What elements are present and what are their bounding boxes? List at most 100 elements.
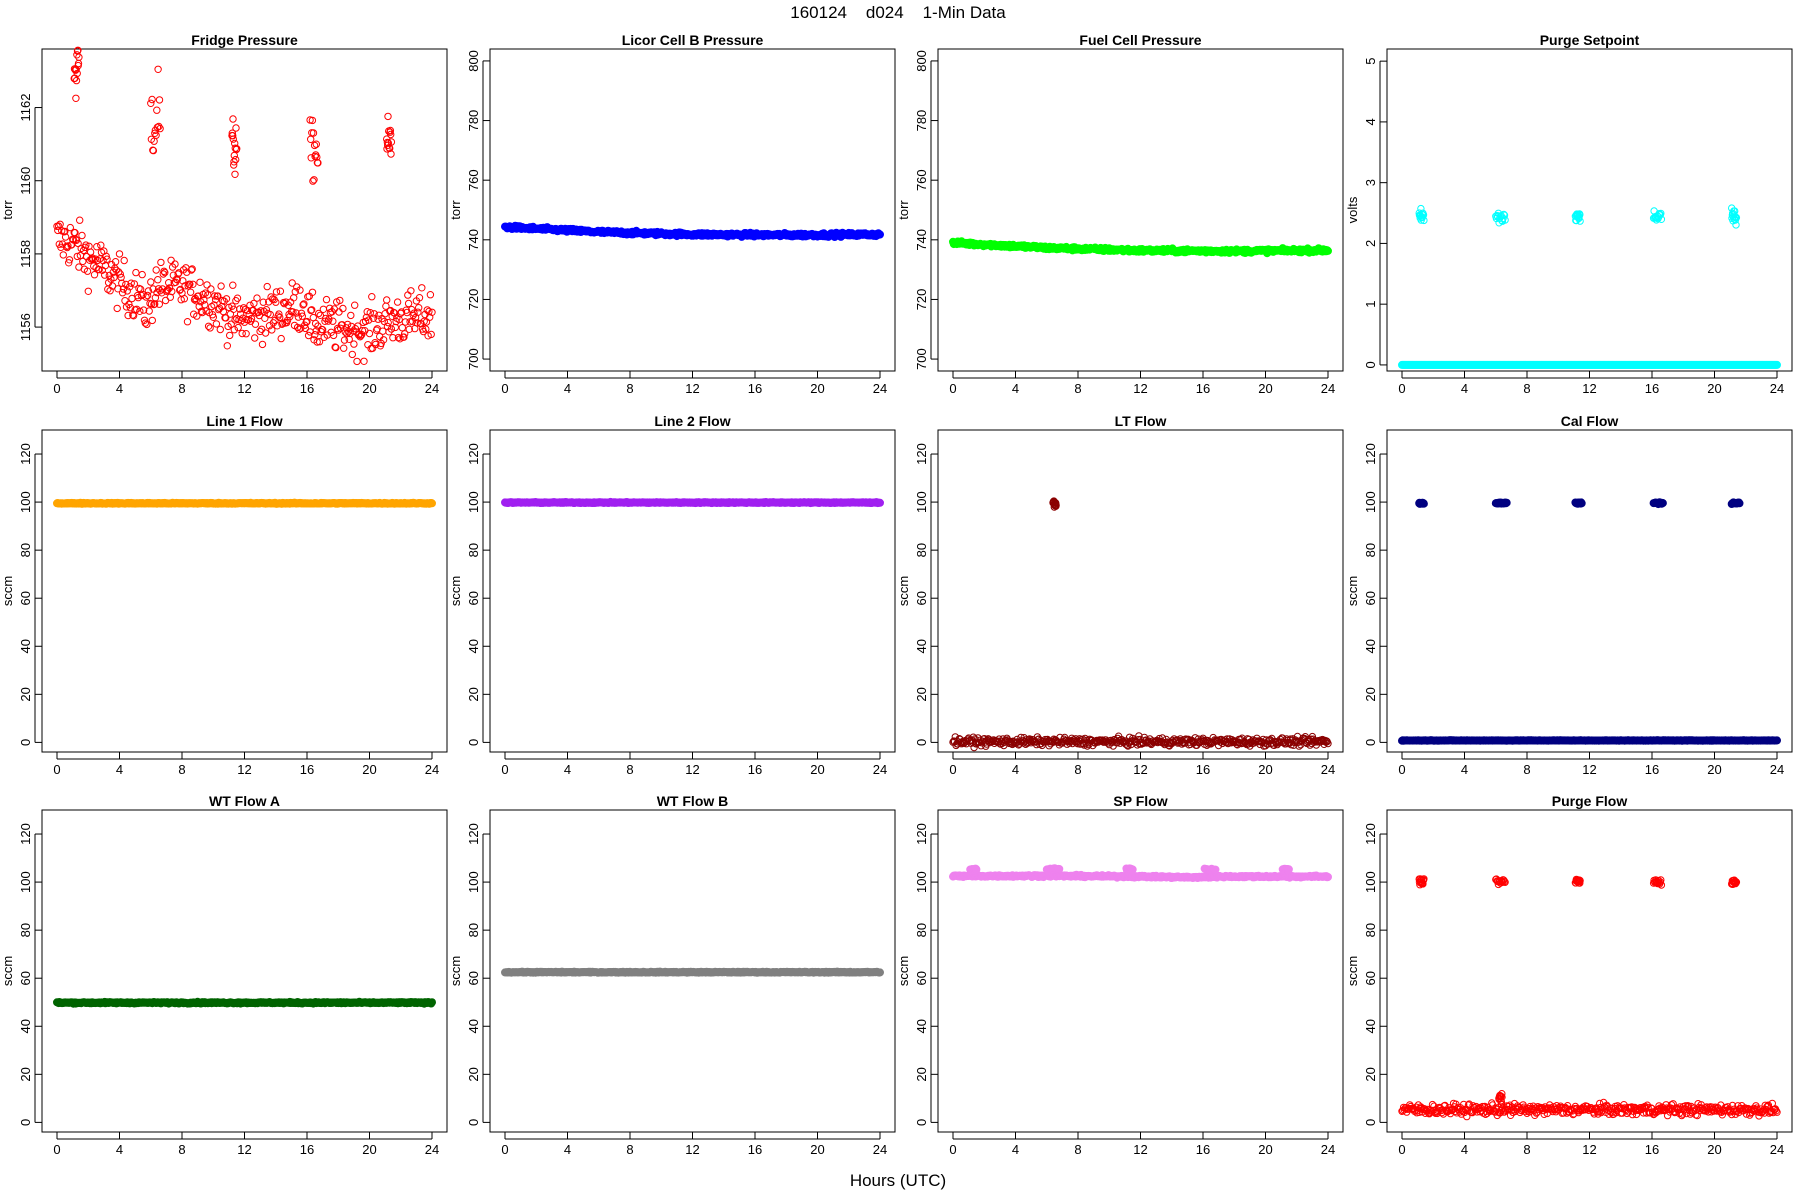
data-point bbox=[155, 96, 164, 104]
data-point bbox=[233, 294, 242, 302]
data-point bbox=[59, 251, 67, 259]
plot-frame bbox=[1386, 429, 1793, 753]
x-tick-label: 0 bbox=[501, 1142, 508, 1157]
data-point bbox=[876, 230, 885, 239]
data-point bbox=[119, 285, 128, 293]
data-point bbox=[230, 151, 239, 160]
x-tick-label: 4 bbox=[564, 1142, 571, 1157]
data-point bbox=[61, 227, 69, 236]
data-point bbox=[365, 329, 374, 338]
data-point bbox=[145, 307, 153, 315]
y-axis-label: sccm bbox=[1345, 576, 1360, 606]
x-tick-label: 4 bbox=[1461, 762, 1468, 777]
x-tick-label: 24 bbox=[425, 1142, 439, 1157]
data-point bbox=[174, 270, 182, 278]
data-point bbox=[289, 308, 297, 316]
data-point bbox=[414, 308, 422, 316]
x-tick-label: 12 bbox=[1582, 381, 1596, 396]
data-points bbox=[1398, 498, 1782, 745]
y-tick-label: 100 bbox=[18, 491, 33, 513]
data-point bbox=[148, 316, 157, 325]
data-point bbox=[387, 150, 395, 158]
data-point bbox=[383, 296, 391, 304]
data-point bbox=[181, 282, 189, 290]
x-tick-label: 24 bbox=[873, 381, 887, 396]
x-tick-label: 20 bbox=[810, 762, 824, 777]
data-point bbox=[329, 331, 338, 340]
data-point bbox=[209, 313, 218, 321]
data-point bbox=[341, 328, 349, 336]
data-point bbox=[84, 287, 93, 295]
y-tick-label: 1 bbox=[1363, 301, 1378, 308]
data-points bbox=[500, 221, 885, 241]
data-point bbox=[256, 327, 264, 336]
data-point bbox=[339, 304, 347, 313]
data-point bbox=[876, 498, 885, 507]
data-point bbox=[397, 308, 406, 316]
data-point bbox=[116, 270, 125, 278]
data-point bbox=[168, 287, 176, 296]
y-tick-label: 60 bbox=[466, 591, 481, 605]
data-point bbox=[180, 295, 189, 303]
plot-frame bbox=[937, 48, 1344, 372]
data-point bbox=[272, 288, 281, 296]
data-point bbox=[68, 235, 77, 244]
data-point bbox=[336, 296, 344, 305]
y-tick-label: 1160 bbox=[18, 167, 33, 195]
x-tick-label: 12 bbox=[1133, 762, 1147, 777]
data-point bbox=[404, 299, 413, 308]
data-point bbox=[309, 129, 318, 137]
data-point bbox=[113, 304, 121, 313]
data-point bbox=[316, 311, 324, 319]
data-point bbox=[427, 330, 435, 339]
data-point bbox=[111, 258, 120, 266]
data-point bbox=[130, 280, 139, 288]
plot-frame bbox=[41, 809, 448, 1133]
y-tick-label: 120 bbox=[1363, 443, 1378, 465]
x-tick-label: 0 bbox=[949, 762, 956, 777]
y-tick-label: 20 bbox=[18, 687, 33, 701]
data-point bbox=[296, 286, 304, 294]
data-point bbox=[348, 350, 356, 359]
y-tick-label: 740 bbox=[914, 229, 929, 251]
x-tick-label: 12 bbox=[237, 381, 251, 396]
y-tick-label: 0 bbox=[1363, 739, 1378, 746]
data-point bbox=[151, 294, 160, 302]
data-point bbox=[229, 281, 237, 289]
data-point bbox=[303, 317, 311, 326]
data-point bbox=[268, 326, 276, 334]
x-tick-label: 0 bbox=[53, 381, 60, 396]
y-tick-label: 760 bbox=[466, 169, 481, 191]
y-tick-label: 120 bbox=[466, 443, 481, 465]
data-point bbox=[428, 308, 436, 316]
data-point bbox=[257, 307, 265, 315]
data-point bbox=[315, 309, 323, 318]
data-point bbox=[226, 331, 234, 340]
y-tick-label: 40 bbox=[914, 639, 929, 653]
x-tick-label: 0 bbox=[501, 762, 508, 777]
y-tick-label: 60 bbox=[466, 971, 481, 985]
data-point bbox=[277, 334, 285, 343]
panel-title: Fridge Pressure bbox=[191, 32, 298, 48]
data-point bbox=[266, 310, 274, 319]
y-tick-label: 0 bbox=[1363, 361, 1378, 368]
data-point bbox=[315, 338, 324, 346]
data-point bbox=[192, 297, 200, 305]
data-point bbox=[176, 285, 185, 294]
y-tick-label: 0 bbox=[18, 739, 33, 746]
x-tick-label: 8 bbox=[1074, 381, 1081, 396]
x-tick-label: 4 bbox=[564, 381, 571, 396]
data-point bbox=[201, 289, 210, 297]
data-point bbox=[198, 308, 207, 317]
x-tick-label: 24 bbox=[873, 1142, 887, 1157]
data-point bbox=[148, 95, 156, 104]
y-tick-label: 4 bbox=[1363, 118, 1378, 125]
data-point bbox=[140, 306, 148, 314]
x-tick-label: 0 bbox=[949, 381, 956, 396]
data-point bbox=[65, 256, 74, 264]
data-point bbox=[102, 252, 110, 260]
data-point bbox=[124, 311, 132, 320]
y-tick-label: 700 bbox=[466, 348, 481, 370]
